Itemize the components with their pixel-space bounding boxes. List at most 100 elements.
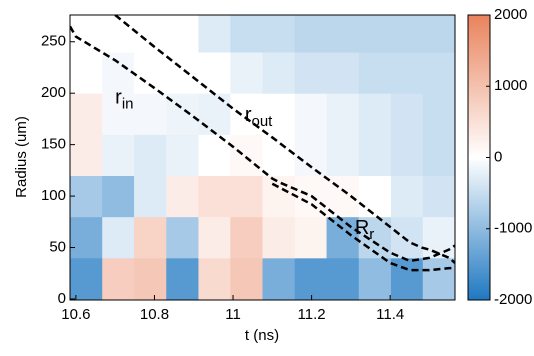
annotation-main: R	[355, 217, 369, 239]
heatmap-cell	[102, 15, 135, 53]
heatmap-cell	[198, 15, 231, 53]
heatmap-cell	[102, 52, 135, 94]
heatmap-cell	[134, 93, 167, 135]
heatmap-cell	[166, 134, 199, 177]
annotation-main: r	[115, 87, 122, 109]
heatmap-cell	[390, 175, 424, 218]
heatmap-cell	[390, 216, 424, 259]
heatmap-cell	[390, 134, 424, 177]
heatmap-cell	[262, 175, 296, 218]
heatmap-cell	[198, 93, 231, 135]
heatmap-cell	[102, 93, 135, 135]
heatmap-cell	[102, 257, 135, 300]
heatmap-cell	[134, 216, 167, 259]
heatmap-cell	[294, 134, 328, 177]
heatmap-cell	[326, 257, 360, 300]
x-axis-label: t (ns)	[245, 327, 279, 344]
x-tick-label: 11.4	[376, 306, 404, 323]
heatmap-cell	[166, 257, 199, 300]
heatmap-cell	[422, 134, 455, 177]
heatmap-cell	[358, 93, 392, 135]
heatmap-cell	[134, 52, 167, 94]
heatmap-cell	[262, 15, 296, 53]
heatmap-cell	[198, 257, 231, 300]
heatmap-cell	[230, 52, 263, 94]
plot-area	[70, 15, 455, 300]
heatmap-cell	[198, 134, 231, 177]
heatmap-cell	[230, 257, 263, 300]
heatmap-cell	[166, 175, 199, 218]
heatmap-cell	[294, 15, 328, 53]
heatmap-cell	[70, 93, 103, 135]
heatmap-cell	[326, 52, 360, 94]
heatmap-cell	[294, 93, 328, 135]
heatmap-cell	[102, 216, 135, 259]
heatmap-cell	[134, 175, 167, 218]
y-tick-label: 50	[49, 238, 66, 255]
annotation-sub: r	[369, 226, 374, 243]
heatmap-cell	[262, 52, 296, 94]
heatmap-cell	[70, 175, 103, 218]
colorbar-tick-label: -2000	[494, 291, 532, 308]
colorbar-tick-label: 2000	[494, 6, 527, 23]
heatmap-cell	[358, 257, 392, 300]
heatmap-cell	[70, 257, 103, 300]
heatmap-cell	[294, 257, 328, 300]
heatmap-cell	[294, 216, 328, 259]
heatmap-cell	[262, 257, 296, 300]
x-tick-label: 11.2	[298, 306, 326, 323]
heatmap-cell	[102, 134, 135, 177]
heatmap-cell	[326, 216, 360, 259]
heatmap-cell	[422, 175, 455, 218]
annotation-main: r	[245, 104, 252, 126]
heatmap-cell	[134, 15, 167, 53]
y-tick-label: 150	[41, 136, 66, 153]
heatmap-cell	[134, 134, 167, 177]
heatmap-cell	[326, 93, 360, 135]
heatmap-cell	[390, 52, 424, 94]
plot-frame	[69, 14, 456, 301]
heatmap-cell	[230, 15, 263, 53]
x-tick-label: 11	[225, 306, 241, 323]
y-tick-label: 0	[58, 290, 66, 307]
heatmap-cell	[262, 134, 296, 177]
heatmap-cell	[102, 175, 135, 218]
annotation-sub: in	[122, 95, 134, 112]
heatmap-cell	[198, 52, 231, 94]
heatmap-cell	[422, 52, 455, 94]
x-tick-label: 10.8	[140, 306, 169, 323]
heatmap-cell	[70, 52, 103, 94]
heatmap-cell	[422, 257, 455, 300]
annotation: rout	[245, 104, 273, 130]
heatmap-cell	[358, 134, 392, 177]
heatmap-cell	[198, 175, 231, 218]
heatmap-cell	[262, 93, 296, 135]
heatmap-cell	[390, 93, 424, 135]
heatmap-cell	[198, 216, 231, 259]
heatmap-cell	[166, 15, 199, 53]
heatmap-cell	[166, 216, 199, 259]
colorbar-tick-label: 0	[494, 148, 502, 165]
heatmap-cell	[422, 216, 455, 259]
x-tick-label: 10.6	[61, 306, 90, 323]
heatmap-cell	[358, 175, 392, 218]
heatmap-cell	[230, 175, 263, 218]
annotation-sub: out	[251, 113, 273, 130]
heatmap-cell	[70, 134, 103, 177]
y-tick-label: 200	[41, 84, 66, 101]
annotation: Rr	[355, 217, 374, 243]
heatmap-cell	[294, 52, 328, 94]
heatmap-cell	[358, 52, 392, 94]
heatmap-cell	[134, 257, 167, 300]
heatmap-cell	[358, 15, 392, 53]
colorbar-tick-label: 1000	[494, 77, 527, 94]
heatmap-cell	[390, 15, 424, 53]
y-tick-label: 100	[41, 187, 66, 204]
dashed-line	[271, 182, 455, 272]
heatmap-cell	[326, 175, 360, 218]
colorbar-tick-label: -1000	[494, 220, 532, 237]
heatmap-cell	[166, 52, 199, 94]
y-tick-label: 250	[41, 33, 66, 50]
heatmap-cell	[422, 15, 455, 53]
